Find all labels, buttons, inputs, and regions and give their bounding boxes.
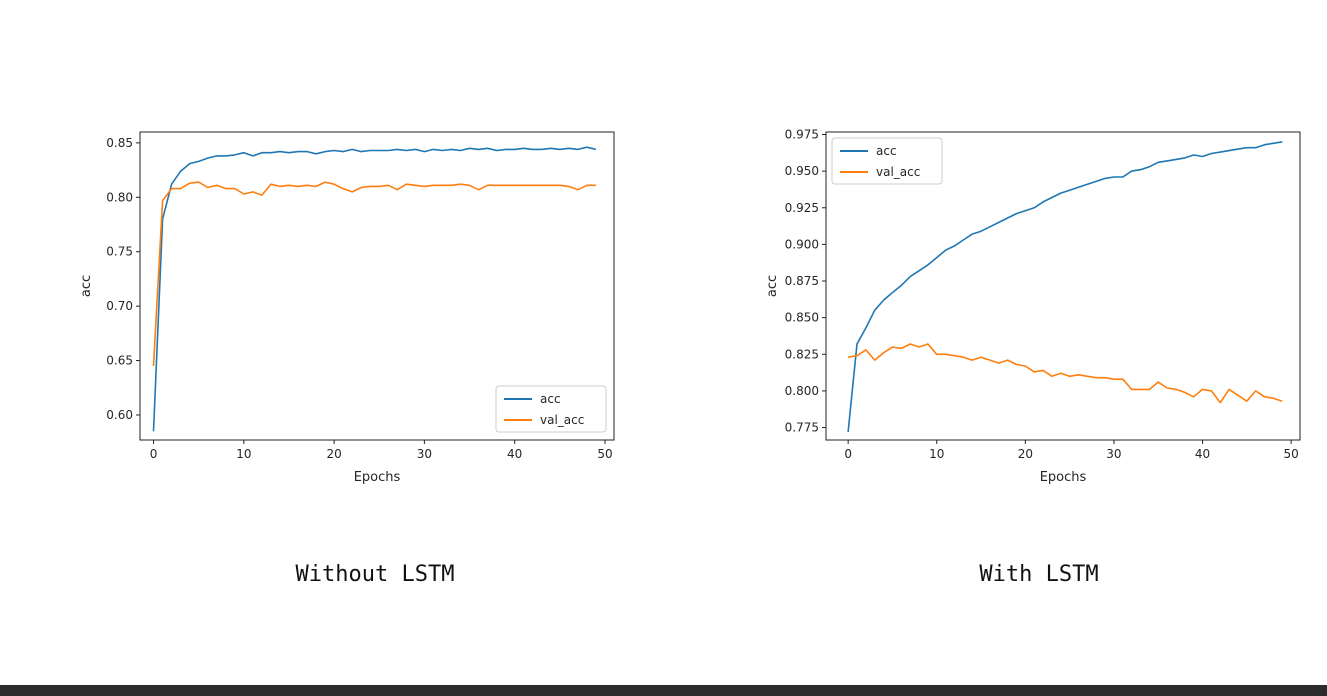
chart-with-lstm: 0 10 20 30 40 50 0.775 0.800 0.825 0.850 0.875 0.90… <box>765 127 1301 485</box>
y-tick-label: 0.70 <box>106 299 133 313</box>
y-axis-label: acc <box>765 275 780 297</box>
y-tick-label: 0.775 <box>785 421 819 435</box>
x-tick-label: 20 <box>326 447 341 461</box>
x-axis-label: Epochs <box>1040 470 1087 485</box>
caption-without-lstm: Without LSTM <box>295 562 455 587</box>
x-tick-label: 10 <box>236 447 251 461</box>
y-tick-label: 0.60 <box>106 408 133 422</box>
legend-label: val_acc <box>540 413 584 427</box>
x-tick-label: 20 <box>1018 447 1033 461</box>
y-tick-label: 0.65 <box>106 354 133 368</box>
legend-label: acc <box>876 144 897 158</box>
series-line-val-acc <box>847 343 1283 404</box>
x-tick-label: 40 <box>1195 447 1210 461</box>
x-tick-label: 0 <box>150 447 158 461</box>
y-tick-label: 0.80 <box>106 190 133 204</box>
y-tick-label: 0.975 <box>785 127 819 141</box>
y-tick-label: 0.900 <box>785 237 819 251</box>
y-tick-label: 0.950 <box>785 164 819 178</box>
x-tick-label: 40 <box>507 447 522 461</box>
x-tick-label: 0 <box>844 447 852 461</box>
bottom-player-bar <box>0 685 1327 696</box>
legend-label: val_acc <box>876 165 920 179</box>
x-tick-label: 50 <box>1283 447 1298 461</box>
x-tick-label: 30 <box>417 447 432 461</box>
y-tick-label: 0.75 <box>106 245 133 259</box>
series-line-acc <box>847 141 1283 432</box>
y-tick-label: 0.925 <box>785 201 819 215</box>
series-line-val-acc <box>152 181 596 367</box>
legend-label: acc <box>540 392 561 406</box>
y-tick-label: 0.825 <box>785 347 819 361</box>
x-axis-label: Epochs <box>354 470 401 485</box>
x-tick-label: 50 <box>597 447 612 461</box>
y-tick-label: 0.85 <box>106 136 133 150</box>
y-tick-label: 0.875 <box>785 274 819 288</box>
x-tick-label: 10 <box>929 447 944 461</box>
chart-without-lstm: 0 10 20 30 40 50 0.60 0.65 0.70 0.75 0.80 0.85 Epoch… <box>79 131 615 485</box>
series-line-acc <box>152 146 597 432</box>
y-tick-label: 0.800 <box>785 384 819 398</box>
x-tick-label: 30 <box>1106 447 1121 461</box>
y-axis-label: acc <box>79 275 94 297</box>
caption-with-lstm: With LSTM <box>979 562 1099 587</box>
y-tick-label: 0.850 <box>785 311 819 325</box>
